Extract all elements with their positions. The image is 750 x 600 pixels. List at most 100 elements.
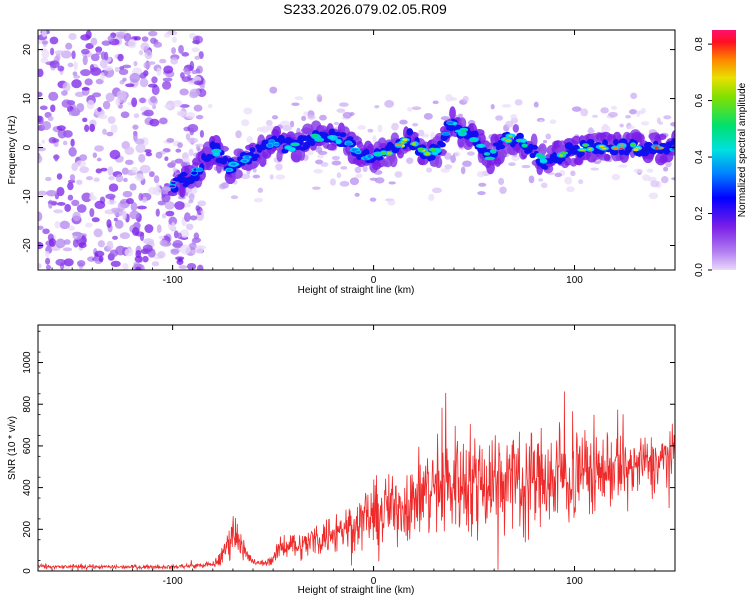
noise-blob [177,232,182,240]
ridge-peak [214,149,219,153]
noise-blob [179,104,190,108]
ridge-peak [267,143,273,148]
noise-blob [94,200,106,210]
ridge-peak [412,142,416,146]
halo-blob [658,121,663,125]
noise-blob [129,72,141,83]
halo-blob [188,148,194,157]
noise-blob [168,216,178,226]
noise-blob [185,223,194,231]
noise-blob [65,42,73,50]
ridge-core [333,131,341,137]
ridge-peak [381,151,387,155]
noise-blob [64,204,72,212]
noise-blob [118,68,129,76]
halo-blob [294,96,304,101]
noise-blob [93,177,100,182]
ridge-core [180,171,188,177]
ridge-peak [539,159,548,163]
noise-blob [179,244,191,255]
noise-blob [156,67,162,76]
noise-blob [195,205,200,212]
colorbar: 0.0 0.2 0.4 0.6 0.8 Normalized spectral ampl… [694,30,748,277]
noise-blob [191,69,198,75]
noise-blob [192,39,200,45]
noise-blob [180,72,185,79]
noise-blob [155,182,160,193]
ridge-envelope [657,133,667,141]
noise-blob [38,263,42,269]
ridge-core [516,132,524,140]
noise-blob [79,154,88,162]
noise-blob [82,117,88,123]
halo-blob [275,163,283,171]
halo-blob [611,173,621,181]
figure-title: S233.2026.079.02.05.R09 [283,1,447,17]
noise-blob [94,145,104,152]
noise-blob [110,124,118,134]
halo-blob [307,114,316,120]
ridge-peak [442,132,450,136]
x-tick-label: -100 [163,576,183,587]
noise-blob [151,85,160,96]
noise-blob [165,210,175,217]
ridge-peak [446,121,454,125]
noise-blob [76,260,86,267]
noise-blob [150,95,157,104]
noise-blob [196,65,203,74]
halo-blob [477,191,486,196]
ridge-core [406,128,414,136]
halo-blob [374,104,380,109]
halo-blob [280,120,291,127]
ridge-peak [330,135,335,140]
ridge-peak [288,148,296,151]
noise-blob [107,166,114,176]
noise-blob [132,124,139,130]
noise-blob [81,192,92,203]
noise-blob [185,112,196,119]
ridge-peak [424,152,431,156]
noise-blob [122,210,127,221]
noise-blob [163,32,171,38]
noise-blob [100,72,105,81]
noise-blob [151,76,158,84]
halo-blob [466,151,475,156]
halo-blob [618,164,628,168]
noise-blob [108,175,115,181]
ridge-peak [508,134,513,137]
noise-blob [45,257,51,265]
noise-blob [67,182,74,191]
noise-blob [112,235,119,240]
noise-blob [71,79,82,89]
x-tick-label: -100 [163,275,183,286]
halo-blob [663,166,669,172]
noise-blob [89,123,96,133]
halo-blob [627,125,635,130]
noise-blob [153,41,163,48]
noise-blob [57,128,67,139]
halo-blob [440,116,450,121]
noise-blob [41,40,49,45]
halo-blob [339,102,349,107]
noise-blob [114,66,120,73]
halo-blob [197,200,207,207]
noise-blob [85,222,93,228]
ridge-peak [394,144,403,147]
noise-blob [134,173,145,182]
y-tick-label: -10 [22,189,33,204]
noise-blob [38,68,44,78]
noise-blob [92,92,102,98]
noise-blob [178,44,184,54]
noise-blob [138,50,144,56]
noise-blob [193,80,204,86]
noise-blob [172,240,184,249]
snr-xlabel: Height of straight line (km) [298,585,415,596]
halo-blob [354,166,362,174]
noise-blob [55,238,66,249]
halo-blob [660,175,669,184]
halo-blob [640,121,650,126]
halo-blob [291,102,300,106]
noise-blob [91,217,100,223]
halo-blob [521,164,531,169]
halo-blob [580,108,589,117]
